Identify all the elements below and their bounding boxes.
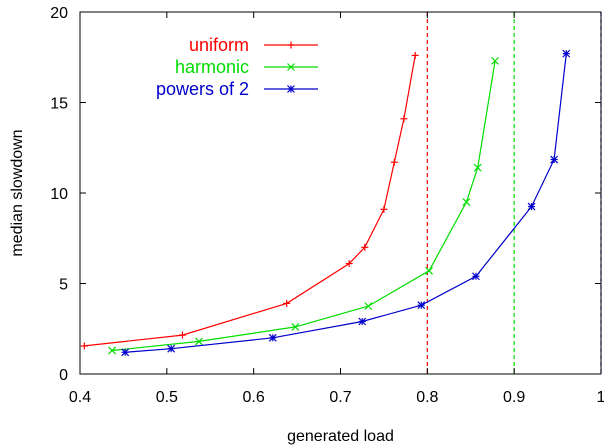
x-tick-label: 1 bbox=[597, 389, 604, 406]
data-point bbox=[345, 260, 353, 268]
series-layer bbox=[80, 49, 571, 357]
data-point bbox=[390, 158, 398, 166]
legend-label: powers of 2 bbox=[156, 79, 249, 99]
data-point bbox=[167, 344, 176, 353]
data-point bbox=[361, 243, 369, 251]
data-point bbox=[425, 266, 433, 275]
data-point bbox=[400, 115, 408, 123]
x-tick-label: 0.6 bbox=[243, 389, 265, 406]
data-point bbox=[358, 317, 367, 326]
data-point bbox=[417, 301, 426, 310]
data-point bbox=[195, 337, 203, 346]
data-point bbox=[562, 49, 571, 58]
y-tick-label: 5 bbox=[59, 277, 68, 294]
data-point bbox=[283, 299, 291, 307]
x-axis-title: generated load bbox=[287, 428, 394, 445]
x-tick-label: 0.8 bbox=[416, 389, 438, 406]
data-point bbox=[527, 202, 536, 211]
reference-lines bbox=[426, 12, 602, 374]
data-point bbox=[462, 198, 471, 206]
plot-frame bbox=[79, 11, 602, 375]
legend-label: uniform bbox=[189, 35, 249, 55]
y-tick-label: 20 bbox=[50, 5, 68, 22]
legend-marker bbox=[287, 85, 295, 93]
data-point bbox=[380, 205, 388, 213]
series-line bbox=[84, 55, 416, 347]
data-point bbox=[291, 323, 300, 331]
data-point bbox=[364, 302, 373, 311]
data-point bbox=[178, 331, 186, 339]
y-tick-label: 10 bbox=[50, 186, 68, 203]
data-point bbox=[268, 333, 277, 342]
data-point bbox=[472, 272, 480, 281]
x-tick-label: 0.9 bbox=[503, 389, 525, 406]
y-tick-label: 0 bbox=[59, 367, 68, 384]
data-point bbox=[121, 348, 130, 357]
x-tick-label: 0.5 bbox=[156, 389, 178, 406]
y-tick-label: 15 bbox=[50, 96, 68, 113]
data-point bbox=[80, 342, 88, 350]
x-tick-label: 0.4 bbox=[69, 389, 91, 406]
data-point bbox=[411, 51, 419, 59]
legend-marker bbox=[287, 63, 295, 71]
series-line bbox=[112, 60, 496, 352]
legend-marker bbox=[287, 41, 295, 49]
data-point bbox=[550, 155, 559, 164]
data-point bbox=[473, 163, 482, 172]
data-point bbox=[108, 346, 117, 355]
data-point bbox=[491, 56, 499, 65]
legend-label: harmonic bbox=[175, 57, 249, 77]
y-axis-title: median slowdown bbox=[9, 129, 26, 256]
x-tick-label: 0.7 bbox=[329, 389, 351, 406]
